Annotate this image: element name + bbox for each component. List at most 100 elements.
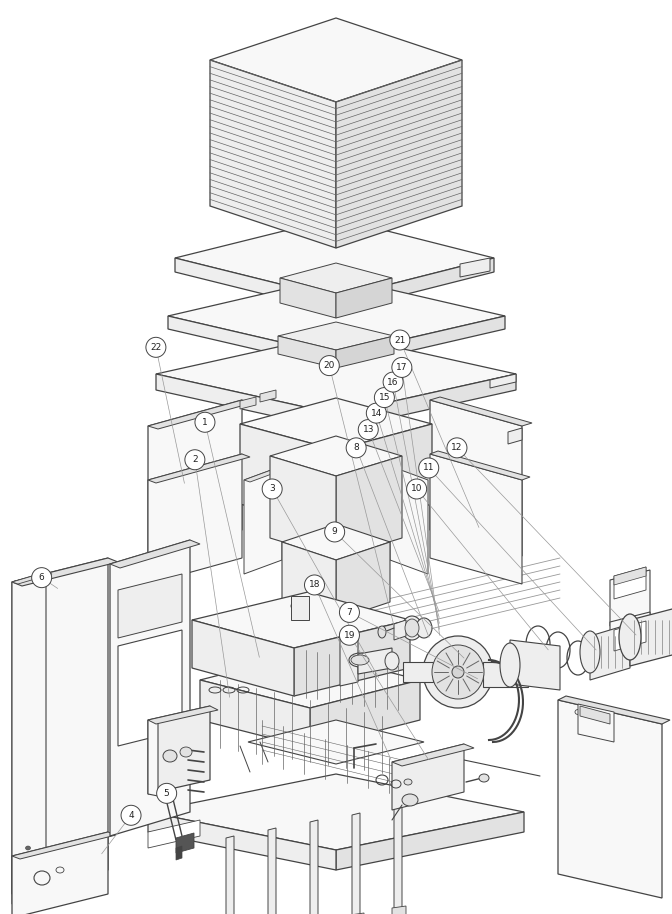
- Polygon shape: [336, 424, 432, 530]
- Polygon shape: [394, 620, 406, 640]
- Polygon shape: [508, 428, 522, 444]
- Ellipse shape: [291, 601, 309, 611]
- Ellipse shape: [479, 774, 489, 782]
- Polygon shape: [336, 374, 516, 430]
- Ellipse shape: [580, 631, 600, 673]
- Polygon shape: [294, 620, 410, 696]
- Polygon shape: [403, 662, 433, 682]
- Text: 14: 14: [371, 409, 382, 418]
- Polygon shape: [394, 806, 402, 910]
- Polygon shape: [148, 820, 200, 848]
- Circle shape: [390, 330, 410, 350]
- Circle shape: [366, 403, 386, 423]
- Polygon shape: [210, 18, 462, 102]
- Text: 20: 20: [324, 361, 335, 370]
- Polygon shape: [118, 630, 182, 746]
- Polygon shape: [340, 632, 358, 686]
- Polygon shape: [578, 704, 614, 742]
- Polygon shape: [12, 558, 118, 586]
- Polygon shape: [270, 456, 336, 558]
- Text: 17: 17: [396, 363, 408, 372]
- Circle shape: [358, 420, 378, 440]
- Polygon shape: [278, 336, 336, 368]
- Polygon shape: [200, 680, 310, 748]
- Polygon shape: [278, 322, 394, 350]
- Polygon shape: [176, 833, 194, 853]
- Polygon shape: [110, 540, 200, 568]
- Text: 16: 16: [387, 377, 399, 387]
- Polygon shape: [148, 774, 524, 850]
- Polygon shape: [12, 572, 52, 584]
- Polygon shape: [430, 454, 522, 584]
- Polygon shape: [392, 744, 464, 810]
- Polygon shape: [490, 374, 516, 388]
- Text: 10: 10: [411, 484, 423, 494]
- Polygon shape: [148, 720, 158, 796]
- Polygon shape: [12, 558, 108, 894]
- Ellipse shape: [402, 794, 418, 806]
- Text: 18: 18: [308, 580, 321, 590]
- Polygon shape: [358, 648, 392, 674]
- Polygon shape: [110, 540, 190, 836]
- Polygon shape: [282, 524, 390, 560]
- Text: 7: 7: [347, 608, 352, 617]
- Text: 1: 1: [202, 418, 208, 427]
- Text: 15: 15: [378, 393, 390, 402]
- Circle shape: [146, 337, 166, 357]
- Circle shape: [447, 438, 467, 458]
- Text: 4: 4: [128, 811, 134, 820]
- Ellipse shape: [349, 653, 371, 667]
- Polygon shape: [614, 567, 646, 585]
- Polygon shape: [291, 596, 309, 620]
- Polygon shape: [156, 374, 336, 430]
- Text: 9: 9: [332, 527, 337, 537]
- Polygon shape: [483, 662, 528, 687]
- Text: 12: 12: [452, 443, 462, 452]
- Polygon shape: [610, 612, 650, 664]
- Polygon shape: [610, 570, 650, 626]
- Polygon shape: [614, 621, 646, 651]
- Polygon shape: [336, 60, 462, 248]
- Ellipse shape: [405, 619, 419, 637]
- Circle shape: [339, 602, 360, 622]
- Polygon shape: [336, 542, 390, 620]
- Text: 2: 2: [192, 455, 198, 464]
- Circle shape: [195, 412, 215, 432]
- Ellipse shape: [404, 779, 412, 785]
- Text: 11: 11: [423, 463, 435, 473]
- Polygon shape: [460, 258, 490, 277]
- Polygon shape: [176, 846, 182, 860]
- Polygon shape: [12, 572, 46, 904]
- Polygon shape: [248, 720, 424, 764]
- Circle shape: [32, 568, 52, 588]
- Polygon shape: [336, 812, 524, 870]
- Polygon shape: [240, 424, 336, 530]
- Text: 19: 19: [343, 631, 355, 640]
- Polygon shape: [336, 336, 394, 368]
- Ellipse shape: [500, 643, 520, 687]
- Polygon shape: [156, 334, 516, 414]
- Text: 5: 5: [164, 789, 169, 798]
- Ellipse shape: [340, 630, 358, 638]
- Ellipse shape: [163, 750, 177, 762]
- Circle shape: [407, 479, 427, 499]
- Polygon shape: [280, 263, 392, 293]
- Polygon shape: [558, 700, 662, 898]
- Ellipse shape: [452, 666, 464, 678]
- Text: 22: 22: [151, 343, 161, 352]
- Circle shape: [383, 372, 403, 392]
- Polygon shape: [200, 652, 420, 708]
- Polygon shape: [12, 832, 108, 914]
- Polygon shape: [430, 397, 532, 426]
- Polygon shape: [148, 812, 336, 870]
- Circle shape: [325, 522, 345, 542]
- Polygon shape: [310, 680, 420, 748]
- Polygon shape: [430, 400, 522, 556]
- Polygon shape: [558, 696, 670, 724]
- Polygon shape: [12, 832, 116, 859]
- Text: 6: 6: [39, 573, 44, 582]
- Circle shape: [157, 783, 177, 803]
- Polygon shape: [175, 258, 336, 312]
- Polygon shape: [148, 706, 218, 724]
- Ellipse shape: [423, 636, 493, 708]
